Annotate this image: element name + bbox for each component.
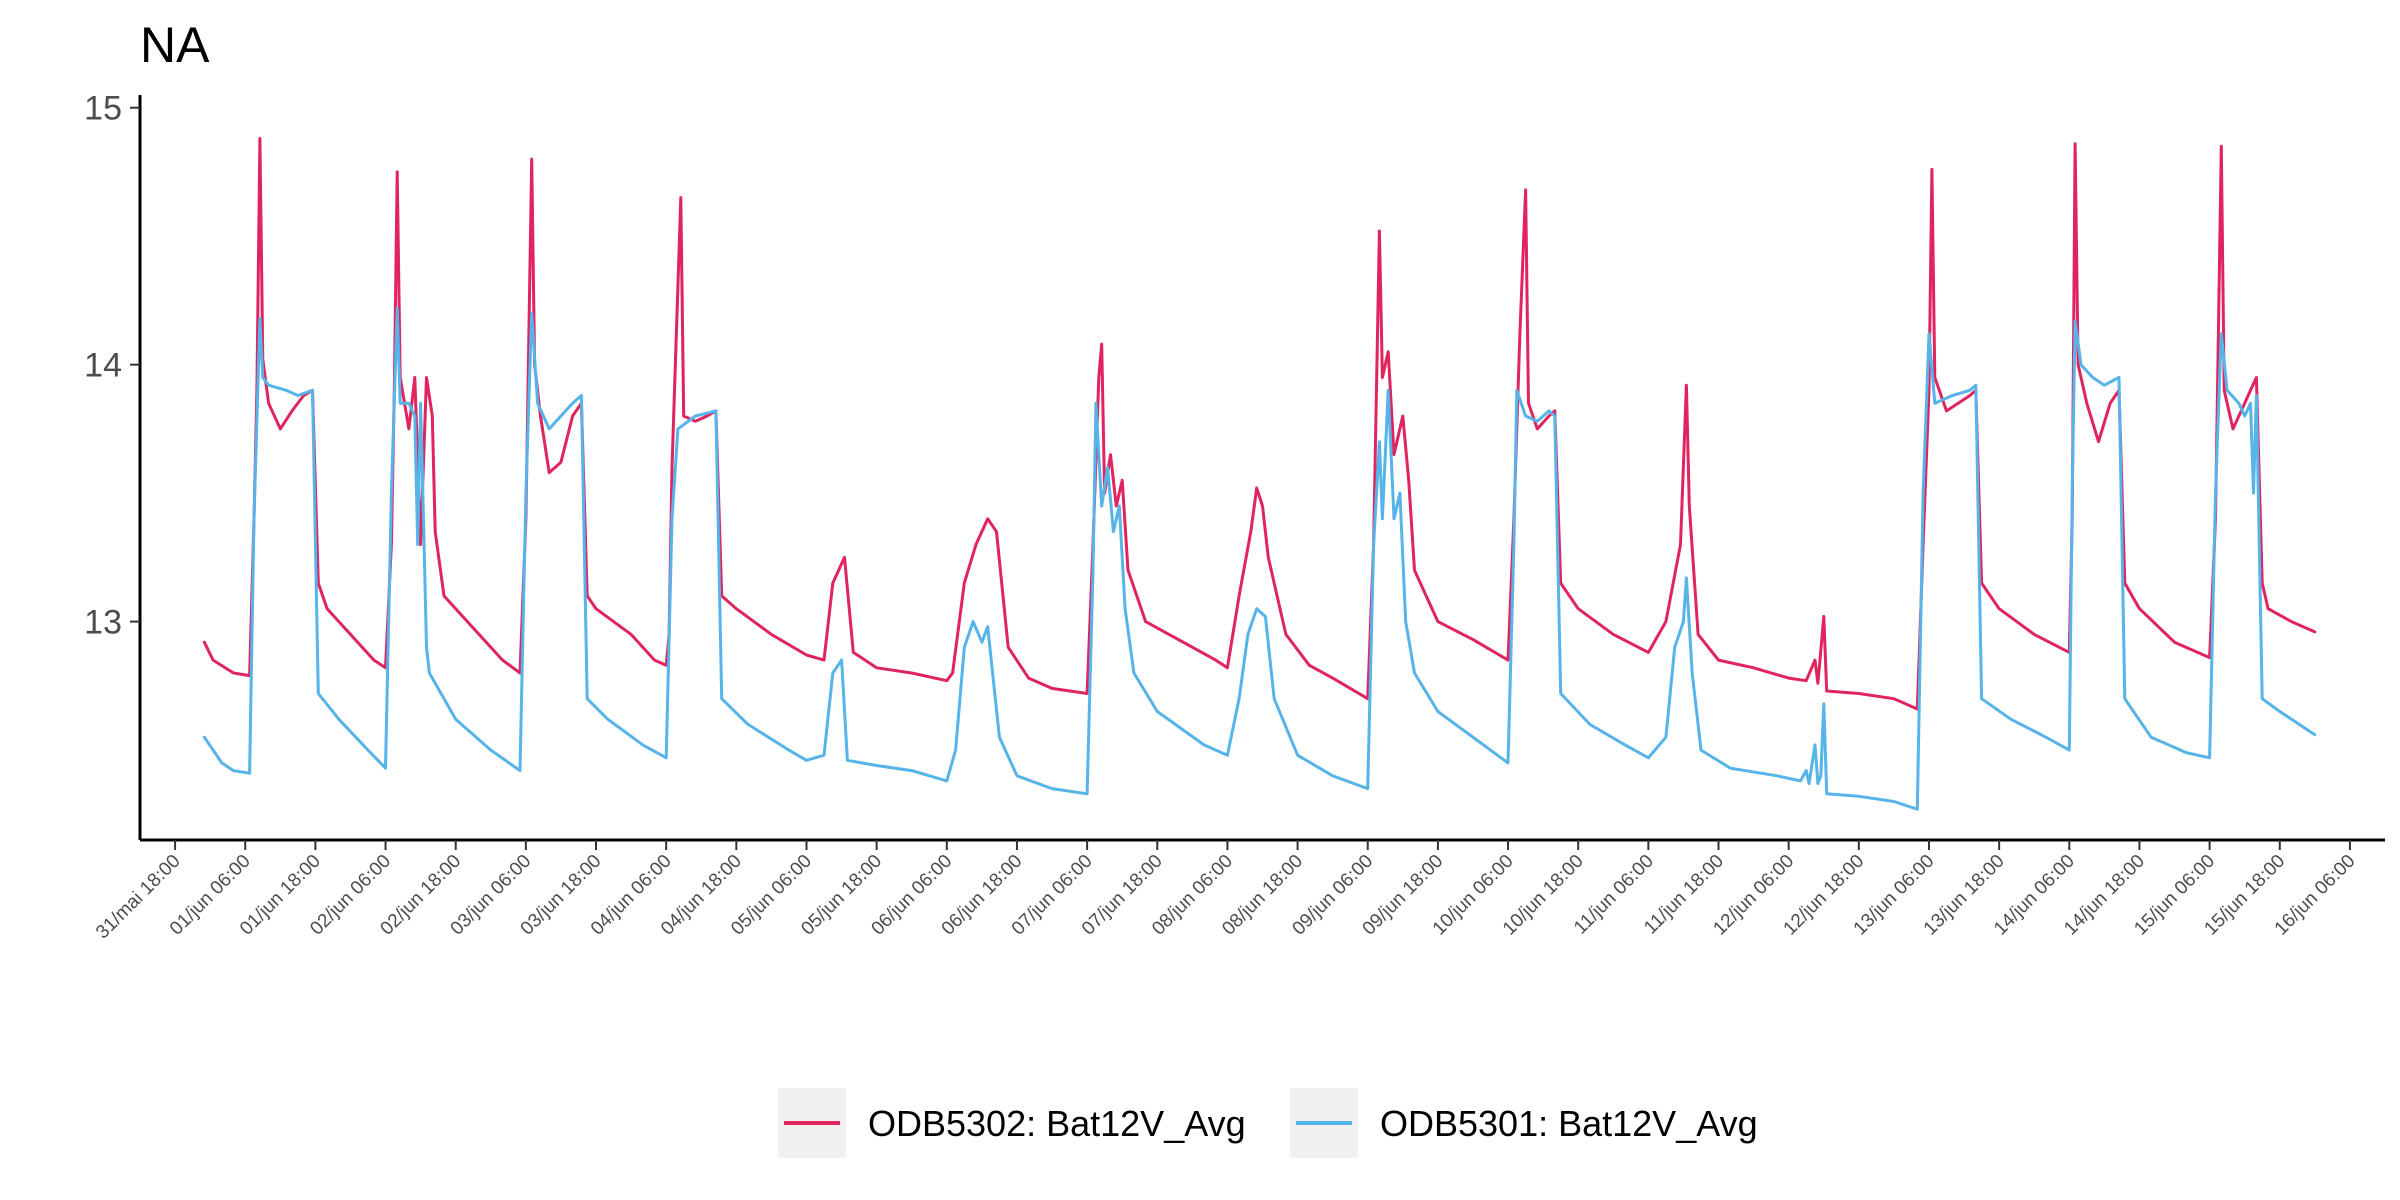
series-line-1 [202, 137, 2317, 711]
legend-item-2: ODB5301: Bat12V_Avg [1290, 1088, 1758, 1158]
chart-title: NA [140, 17, 210, 73]
legend: ODB5302: Bat12V_Avg ODB5301: Bat12V_Avg [778, 1088, 1758, 1158]
y-tick-label: 13 [84, 604, 122, 642]
legend-item-1: ODB5302: Bat12V_Avg [778, 1088, 1246, 1158]
series-line-2 [202, 306, 2317, 811]
legend-label: ODB5301: Bat12V_Avg [1380, 1103, 1758, 1144]
series-layer [202, 137, 2317, 811]
y-tick-label: 15 [84, 90, 122, 128]
legend-label: ODB5302: Bat12V_Avg [868, 1103, 1246, 1144]
y-tick-label: 14 [84, 347, 122, 385]
